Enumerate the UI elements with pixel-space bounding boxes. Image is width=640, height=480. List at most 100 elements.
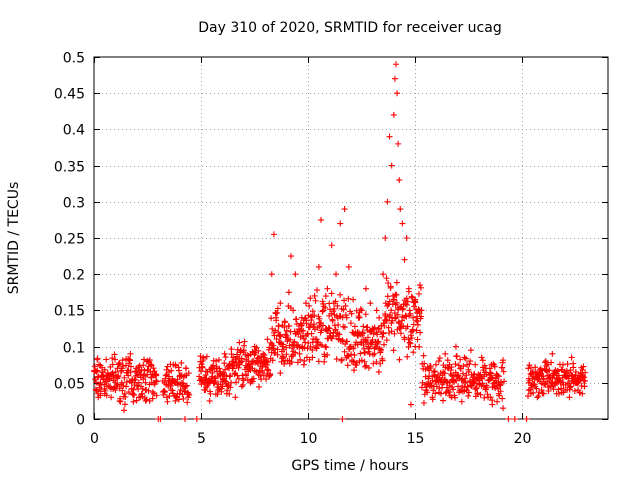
data-point xyxy=(466,361,473,368)
data-point xyxy=(477,371,484,378)
data-point xyxy=(382,300,389,307)
data-point xyxy=(417,284,424,291)
data-point xyxy=(328,242,335,249)
data-point xyxy=(480,383,487,390)
data-point xyxy=(247,379,254,386)
data-point xyxy=(414,336,421,343)
data-point xyxy=(489,401,496,408)
data-point xyxy=(538,387,545,394)
data-point xyxy=(361,358,368,365)
data-point xyxy=(548,359,555,366)
data-point xyxy=(422,387,429,394)
data-point xyxy=(351,331,358,338)
data-point xyxy=(298,321,305,328)
data-point xyxy=(295,341,302,348)
data-point xyxy=(117,368,124,375)
data-point xyxy=(386,133,393,140)
data-point xyxy=(140,376,147,383)
data-point xyxy=(102,387,109,394)
data-point xyxy=(176,390,183,397)
data-point xyxy=(266,344,273,351)
data-point xyxy=(382,235,389,241)
data-point xyxy=(233,379,240,386)
data-point xyxy=(93,387,100,394)
data-point xyxy=(361,349,368,356)
data-point xyxy=(172,397,179,404)
data-point xyxy=(365,343,372,350)
data-point xyxy=(337,291,344,298)
data-point xyxy=(109,355,116,362)
data-point xyxy=(407,310,414,317)
data-point xyxy=(283,327,290,334)
data-point xyxy=(433,383,440,390)
data-point xyxy=(198,361,205,368)
data-point xyxy=(459,376,466,383)
data-point xyxy=(260,350,267,357)
data-point xyxy=(579,390,586,397)
data-point xyxy=(386,298,393,305)
data-point xyxy=(486,377,493,384)
data-point xyxy=(266,372,273,379)
data-point xyxy=(405,336,412,343)
data-point xyxy=(413,317,420,324)
data-point xyxy=(403,295,410,302)
data-point xyxy=(487,369,494,376)
data-point xyxy=(102,378,109,385)
data-point xyxy=(161,388,168,395)
data-point xyxy=(311,292,318,299)
data-point xyxy=(288,253,295,260)
data-point xyxy=(255,347,262,354)
data-point xyxy=(373,307,380,314)
data-point xyxy=(268,315,275,322)
x-axis-title: GPS time / hours xyxy=(291,458,408,474)
data-point xyxy=(344,353,351,360)
data-point xyxy=(178,359,185,366)
data-point xyxy=(562,387,569,394)
data-point xyxy=(290,307,297,314)
data-point xyxy=(429,394,436,401)
data-point xyxy=(112,368,119,375)
data-point xyxy=(341,348,348,355)
data-point xyxy=(446,361,453,368)
data-point xyxy=(348,343,354,350)
data-point xyxy=(362,285,369,292)
data-point xyxy=(208,365,215,372)
data-point xyxy=(493,372,500,379)
data-point xyxy=(412,299,419,306)
data-point xyxy=(138,366,145,373)
data-point xyxy=(341,324,348,331)
data-point xyxy=(324,285,331,292)
data-point xyxy=(467,358,474,365)
data-point xyxy=(351,352,358,359)
data-point xyxy=(116,397,123,404)
data-point xyxy=(393,299,400,306)
data-point xyxy=(121,374,128,381)
data-point xyxy=(125,389,132,396)
data-point xyxy=(162,375,169,382)
data-point xyxy=(367,300,374,307)
data-point xyxy=(383,337,390,344)
data-point xyxy=(323,344,330,351)
data-point xyxy=(118,379,125,386)
data-point xyxy=(415,306,422,313)
data-point xyxy=(164,398,171,405)
data-point xyxy=(505,416,512,422)
data-point xyxy=(369,325,376,332)
data-point xyxy=(217,372,224,379)
data-point xyxy=(244,376,251,383)
data-point xyxy=(408,334,415,341)
data-point xyxy=(96,384,103,391)
data-point xyxy=(393,291,400,298)
data-point xyxy=(391,75,398,82)
data-point xyxy=(122,362,129,369)
data-point xyxy=(234,372,241,379)
data-point xyxy=(144,366,151,373)
data-point xyxy=(291,338,298,345)
data-point xyxy=(215,387,222,394)
data-point xyxy=(497,379,504,386)
data-point xyxy=(93,368,100,375)
data-point xyxy=(390,111,397,118)
data-point xyxy=(279,343,286,350)
data-point xyxy=(392,315,399,322)
y-tick-label: 0.35 xyxy=(54,160,85,176)
